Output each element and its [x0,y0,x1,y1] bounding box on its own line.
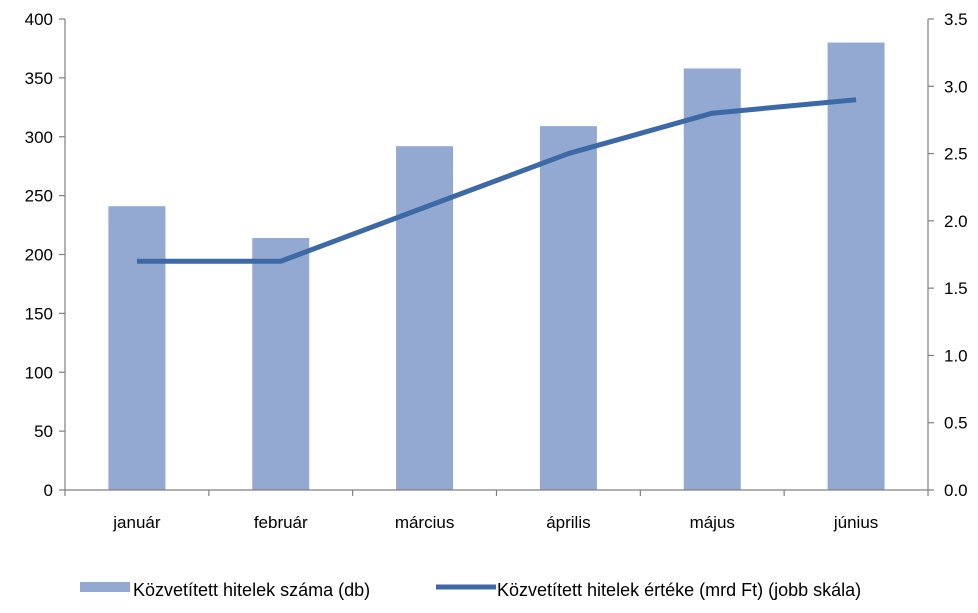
y-left-tick-label: 50 [34,422,53,441]
y-right-tick-label: 2.0 [944,212,968,231]
y-left-tick-label: 250 [25,187,53,206]
y-right-tick-label: 1.0 [944,346,968,365]
bar-series-group [108,42,885,491]
y-right-tick-label: 2.5 [944,145,968,164]
y-left-tick-label: 400 [25,10,53,29]
tick-labels-group: 0 50 100 150 200 250 300 350 400 0.0 0.5 1.0 1.5 2.0 2… [25,10,968,532]
bar-április [539,126,597,490]
y-right-tick-label: 3.0 [944,77,968,96]
y-right-tick-label: 3.5 [944,10,968,29]
x-tick-label: június [833,513,878,532]
y-left-tick-label: 0 [44,481,53,500]
bar-március [396,146,454,491]
bar-január [108,206,166,490]
y-left-tick-label: 300 [25,128,53,147]
bar-május [683,68,741,490]
legend-label-bar: Közvetített hitelek száma (db) [133,580,370,600]
y-right-tick-label: 0.5 [944,414,968,433]
y-left-tick-label: 200 [25,246,53,265]
x-tick-label: február [254,513,308,532]
x-tick-label: április [546,513,590,532]
y-left-tick-label: 350 [25,69,53,88]
x-tick-label: január [112,513,161,532]
line-series-group [136,97,857,264]
bar-június [827,42,885,491]
y-left-tick-label: 100 [25,363,53,382]
y-right-tick-label: 1.5 [944,279,968,298]
legend-swatch-bar [80,582,130,592]
legend-label-line: Közvetített hitelek értéke (mrd Ft) (job… [497,580,861,600]
y-left-tick-label: 150 [25,304,53,323]
legend: Közvetített hitelek száma (db) Közvetítet… [80,580,861,600]
axes-group [59,18,934,496]
line-series [136,97,857,264]
x-tick-label: március [395,513,455,532]
y-right-tick-label: 0.0 [944,481,968,500]
bar-február [252,238,310,490]
x-tick-label: május [690,513,735,532]
